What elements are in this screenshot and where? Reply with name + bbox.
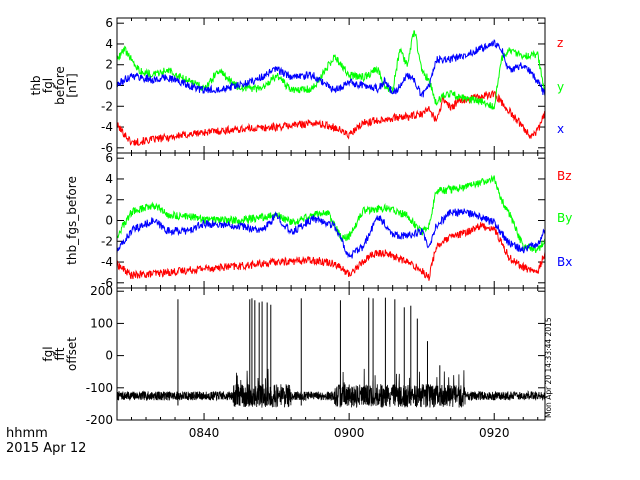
y-tick-label: 0 — [105, 79, 113, 93]
generation-timestamp: Mon Apr 20 14:33:44 2015 — [544, 317, 553, 418]
legend-bx: Bx — [557, 255, 572, 269]
y-tick-label: 100 — [90, 316, 113, 330]
y-tick-label: -6 — [101, 141, 113, 155]
y-tick-label: -4 — [101, 120, 113, 134]
y-axis-label: before — [53, 66, 67, 105]
series-line-x — [117, 39, 545, 98]
series-line-by — [117, 174, 545, 254]
footer-time-label: hhmm — [6, 426, 48, 441]
legend-z: z — [557, 36, 563, 50]
series-line-bx — [117, 208, 545, 259]
legend-bz: Bz — [557, 169, 572, 183]
series-line-z — [117, 90, 545, 147]
panel-2: -6 -4 -2 0 2 4 6 Bz By Bx thb_fgs_before — [65, 151, 572, 290]
y-tick-label: 200 — [90, 284, 113, 298]
footer-date-label: 2015 Apr 12 — [6, 441, 86, 456]
y-tick-label: 4 — [105, 172, 113, 186]
legend-x: x — [557, 122, 564, 136]
y-axis-label: [nT] — [65, 73, 79, 97]
y-axis-label: fgl — [41, 78, 55, 93]
x-tick-label: 0900 — [334, 426, 365, 440]
y-tick-label: 2 — [105, 193, 113, 207]
legend-y: y — [557, 80, 564, 94]
x-tick-label: 0920 — [479, 426, 510, 440]
series-line-y — [117, 30, 545, 110]
x-tick-label: 0840 — [189, 426, 220, 440]
series-line-bz — [117, 222, 545, 281]
y-axis-label: thb_fgs_before — [65, 176, 79, 265]
series-line — [117, 368, 545, 408]
y-tick-label: 0 — [105, 214, 113, 228]
plot-frame — [116, 287, 546, 421]
y-axis-label: fft — [53, 347, 67, 360]
y-tick-label: 6 — [105, 16, 113, 30]
y-tick-label: -200 — [86, 413, 113, 427]
y-axis-label: offset — [65, 337, 79, 371]
y-tick-label: -100 — [86, 381, 113, 395]
y-axis-label: fgl — [41, 346, 55, 361]
y-tick-label: -2 — [101, 99, 113, 113]
y-tick-label: -6 — [101, 276, 113, 290]
y-tick-label: -4 — [101, 255, 113, 269]
y-tick-label: 6 — [105, 151, 113, 165]
legend-by: By — [557, 211, 572, 225]
y-tick-label: -2 — [101, 234, 113, 248]
y-axis-label: thb — [29, 76, 43, 96]
y-tick-label: 0 — [105, 349, 113, 363]
y-tick-label: 2 — [105, 58, 113, 72]
y-tick-label: 4 — [105, 37, 113, 51]
